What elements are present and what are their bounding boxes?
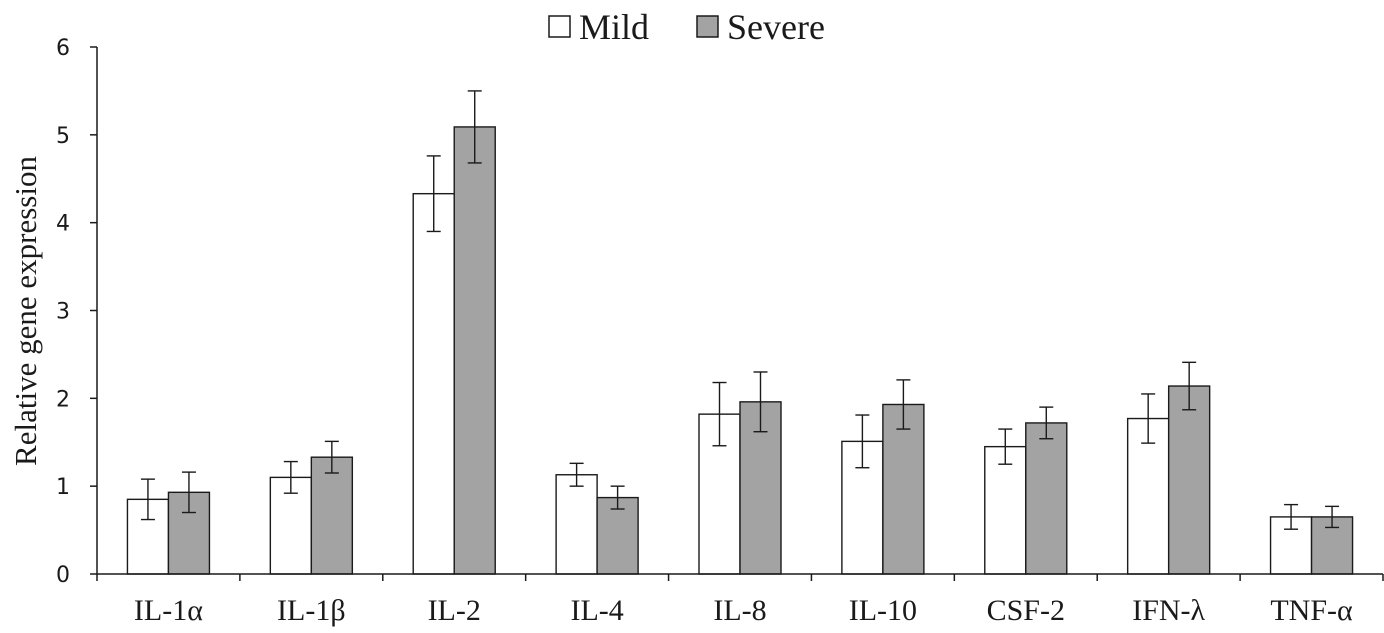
- legend-swatch-severe: [696, 15, 719, 38]
- legend-swatch-mild: [548, 15, 571, 38]
- x-tick-label-8: TNF-α: [1270, 594, 1353, 627]
- bar-severe-2: [453, 126, 496, 575]
- x-tick-label-7: IFN-λ: [1132, 594, 1205, 627]
- bar-severe-1: [310, 456, 354, 575]
- legend: Mild Severe: [548, 7, 825, 47]
- bar-mild-7: [1126, 417, 1170, 575]
- y-axis-label: Relative gene expression: [8, 156, 43, 466]
- legend-label-severe: Severe: [727, 7, 825, 47]
- y-tick-label-3: 3: [56, 300, 70, 325]
- plot-area: 0 1 2 3 4 5 6 IL-1α IL-1β IL-2 IL-4 IL-8 IL-10 CSF-2 I…: [56, 36, 1384, 627]
- bar-severe-6: [1025, 422, 1068, 575]
- y-tick-label-0: 0: [56, 563, 70, 588]
- x-tick-label-0: IL-1α: [134, 594, 203, 627]
- x-tick-label-3: IL-4: [570, 594, 623, 627]
- y-tick-label-6: 6: [56, 36, 70, 61]
- legend-label-mild: Mild: [579, 7, 649, 47]
- x-tick-label-5: IL-10: [849, 594, 917, 627]
- y-tick-label-1: 1: [56, 475, 70, 500]
- bar-severe-7: [1167, 385, 1211, 575]
- bar-severe-5: [882, 403, 925, 575]
- x-tick-label-4: IL-8: [713, 594, 766, 627]
- x-tick-label-6: CSF-2: [987, 594, 1065, 627]
- y-tick-label-2: 2: [56, 387, 70, 412]
- x-tick-label-1: IL-1β: [277, 594, 346, 627]
- y-tick-label-4: 4: [56, 212, 70, 237]
- y-tick-label-5: 5: [56, 124, 70, 149]
- bar-mild-2: [412, 192, 455, 575]
- bar-mild-6: [984, 445, 1027, 575]
- bar-mild-3: [555, 474, 598, 575]
- x-tick-label-2: IL-2: [428, 594, 481, 627]
